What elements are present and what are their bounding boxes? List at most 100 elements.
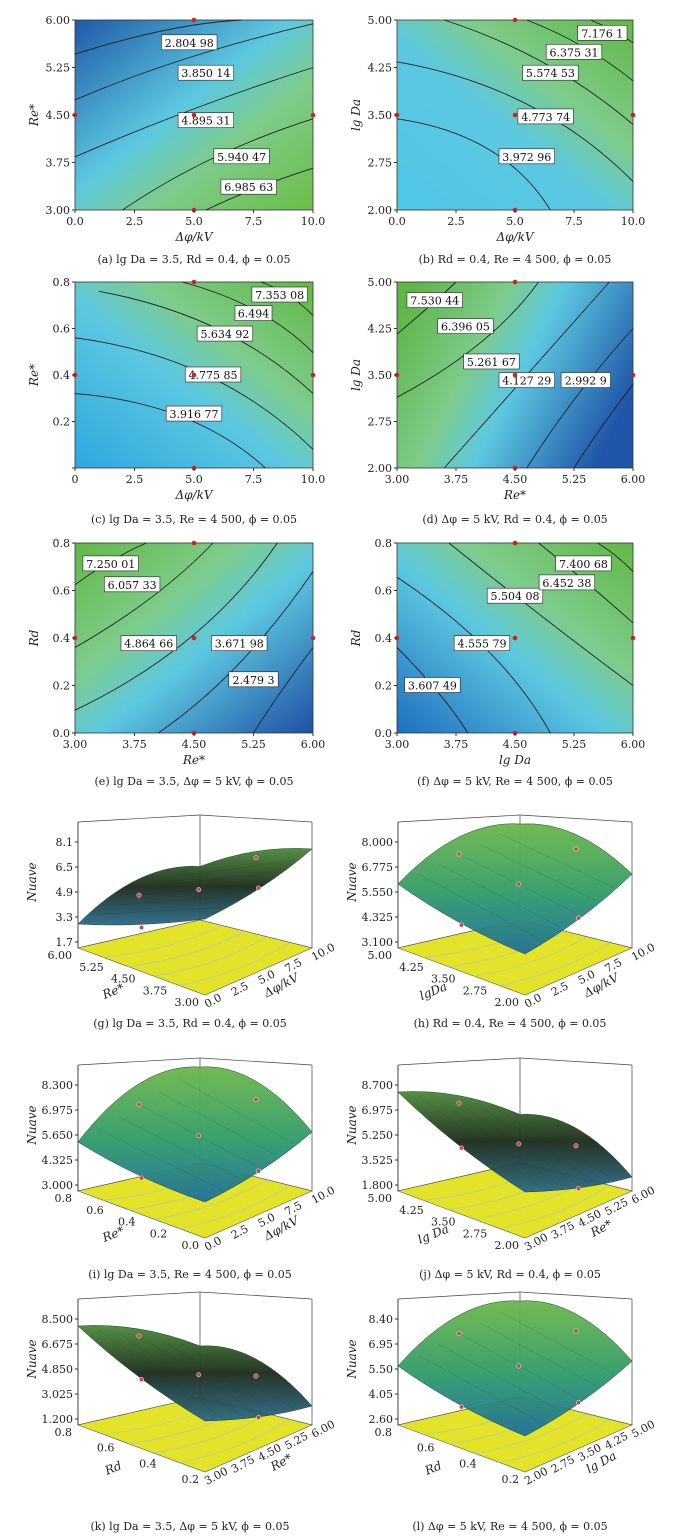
contour-label: 6.396 05 bbox=[441, 321, 490, 334]
x-tick-label: 3.00 bbox=[385, 738, 410, 751]
contour-label: 3.607 49 bbox=[408, 680, 457, 693]
contour-line-2 bbox=[396, 576, 551, 734]
response-surface bbox=[397, 1300, 633, 1437]
floor-contour bbox=[474, 936, 588, 977]
contour-line-5 bbox=[253, 647, 314, 734]
panel-b: 3.972 96 4.773 74 5.574 53 6.375 31 7.176 1 0… bbox=[349, 14, 645, 266]
surface-mesh-line bbox=[418, 1355, 543, 1424]
y-axis-label: Re* bbox=[27, 364, 41, 387]
contour-label: 4.773 74 bbox=[521, 111, 570, 124]
z-tick-label: 5.250 bbox=[362, 1129, 394, 1142]
contour-label: 3.972 96 bbox=[502, 151, 551, 164]
design-point bbox=[573, 846, 579, 852]
contour-label-box bbox=[211, 635, 268, 652]
x-tick-label: 6.00 bbox=[621, 473, 646, 486]
contour-line-2 bbox=[74, 542, 214, 648]
floor-contour bbox=[499, 942, 610, 986]
left-axis-tick-label: 3.50 bbox=[431, 973, 456, 986]
z-axis-label: Nuave bbox=[25, 1339, 39, 1379]
x-tick-label: 5.0 bbox=[185, 215, 203, 228]
design-point bbox=[512, 540, 518, 546]
contour-label: 3.916 77 bbox=[170, 408, 219, 421]
contour-label-box bbox=[404, 677, 461, 693]
design-point bbox=[310, 372, 316, 378]
z-tick-label: 3.525 bbox=[362, 1154, 394, 1167]
axis-box-edge bbox=[199, 814, 313, 823]
x-tick-label: 0.0 bbox=[388, 215, 406, 228]
x-axis-label: Δφ/kV bbox=[495, 230, 534, 244]
z-tick-label: 8.40 bbox=[369, 1313, 394, 1326]
panel-c: 3.916 77 4.775 85 5.634 92 6.494 7.353 08 0 2.… bbox=[27, 276, 325, 526]
axis-box-edge bbox=[519, 1291, 633, 1300]
surface-mesh-line bbox=[98, 1329, 223, 1419]
y-tick-label: 0.6 bbox=[53, 323, 71, 336]
left-axis-tick-label: 5.25 bbox=[79, 961, 104, 974]
contour-label-box bbox=[498, 148, 555, 165]
response-surface bbox=[397, 1091, 633, 1193]
axis-box-edge bbox=[77, 1057, 201, 1066]
y-tick-label: 0.8 bbox=[53, 276, 71, 289]
left-axis-label: Re* bbox=[99, 980, 126, 1002]
contour-label: 5.634 92 bbox=[200, 328, 249, 341]
left-axis-tick-label: 0.8 bbox=[55, 1192, 73, 1205]
floor-contour bbox=[499, 1185, 610, 1229]
contour-label: 4.895 31 bbox=[181, 115, 230, 128]
z-tick-label: 6.675 bbox=[42, 1338, 74, 1351]
left-axis-label: lgDa bbox=[418, 979, 449, 1003]
x-tick-label: 5.0 bbox=[506, 215, 524, 228]
z-tick-label: 5.550 bbox=[362, 886, 394, 899]
y-tick-label: 3.50 bbox=[368, 109, 393, 122]
surface-mesh-line bbox=[479, 1106, 597, 1183]
right-axis-tick-label: 10.0 bbox=[629, 941, 657, 964]
design-point bbox=[191, 635, 197, 641]
left-axis-tick-label: 2.75 bbox=[463, 1227, 488, 1240]
design-point bbox=[576, 915, 581, 921]
panel-a: 2.804 98 3.850 14 4.895 31 5.940 47 6.985 63… bbox=[27, 14, 325, 266]
right-axis-tick-label: 10.0 bbox=[309, 1184, 337, 1207]
contour-label: 2.992 9 bbox=[565, 375, 607, 388]
y-tick-label: 3.75 bbox=[46, 157, 71, 170]
x-tick-label: 5.25 bbox=[562, 738, 587, 751]
x-tick-label: 2.5 bbox=[126, 473, 144, 486]
contour-label: 6.452 38 bbox=[542, 577, 591, 590]
contour-label-box bbox=[220, 178, 277, 195]
y-tick-label: 6.00 bbox=[46, 14, 71, 27]
panel-caption: (f) Δφ = 5 kV, Re = 4 500, ϕ = 0.05 bbox=[417, 775, 613, 788]
left-axis-tick-label: 0.0 bbox=[182, 1239, 200, 1252]
floor-contour bbox=[179, 942, 290, 986]
contour-label-box bbox=[437, 318, 494, 334]
panel-g: 1.7 3.3 4.9 6.5 8.1 Nuave 6.00 5.25 4.50 3.75 3.00… bbox=[25, 814, 337, 1030]
design-point bbox=[576, 1186, 581, 1191]
x-tick-label: 0 bbox=[72, 473, 79, 486]
contour-label-box bbox=[560, 372, 611, 388]
design-point bbox=[512, 17, 518, 23]
surface-mesh-line bbox=[118, 895, 241, 905]
surface-mesh-line bbox=[479, 1322, 597, 1387]
y-tick-label: 0.2 bbox=[53, 416, 71, 429]
y-tick-label: 0.2 bbox=[53, 680, 71, 693]
contour-label-box bbox=[555, 555, 612, 572]
left-axis-tick-label: 0.8 bbox=[375, 1426, 393, 1439]
design-point bbox=[459, 1404, 464, 1410]
design-point bbox=[191, 112, 197, 118]
z-tick-label: 6.95 bbox=[369, 1338, 394, 1351]
surface-mesh-line bbox=[179, 1079, 295, 1144]
contour-line-1 bbox=[74, 19, 242, 55]
contour-line-4 bbox=[158, 571, 314, 734]
contour-label-box bbox=[498, 372, 555, 388]
axis-box-edge bbox=[397, 1057, 521, 1066]
contour-label-box bbox=[577, 24, 628, 41]
y-tick-label: 2.00 bbox=[368, 462, 393, 475]
design-point bbox=[456, 851, 462, 857]
design-point bbox=[576, 1400, 581, 1405]
z-tick-label: 3.100 bbox=[362, 936, 394, 949]
contour-label: 4.127 29 bbox=[502, 375, 551, 388]
contour-label: 6.985 63 bbox=[224, 181, 273, 194]
z-tick-label: 5.650 bbox=[42, 1129, 74, 1142]
y-tick-label: 2.75 bbox=[368, 416, 393, 429]
surface-mesh-line bbox=[159, 872, 277, 886]
x-tick-label: 2.5 bbox=[126, 215, 144, 228]
z-tick-label: 8.1 bbox=[56, 836, 74, 849]
